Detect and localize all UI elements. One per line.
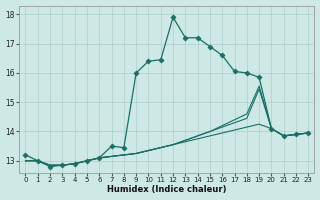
X-axis label: Humidex (Indice chaleur): Humidex (Indice chaleur) <box>107 185 227 194</box>
